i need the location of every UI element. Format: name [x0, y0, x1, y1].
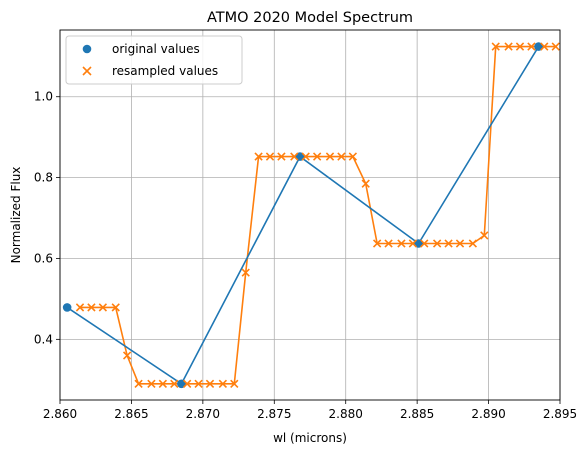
- legend-box: [65, 35, 243, 85]
- legend-marker-resampled: [82, 66, 92, 76]
- original-point: [177, 379, 186, 389]
- x-tick-label: 2.865: [114, 407, 148, 421]
- resampled-series-line: [80, 45, 556, 385]
- x-tick-label: 2.875: [257, 407, 291, 421]
- resampled-point: [361, 179, 370, 188]
- resampled-point: [408, 239, 418, 248]
- original-series-line: [66, 46, 540, 385]
- resampled-point: [312, 152, 322, 161]
- resampled-point: [290, 152, 299, 161]
- chart-title: ATMO 2020 Model Spectrum: [207, 10, 413, 26]
- resampled-point: [122, 351, 132, 360]
- grid: [59, 30, 561, 400]
- y-tick-label: 0.4: [34, 332, 53, 346]
- resampled-point: [480, 231, 489, 240]
- x-tick-label: 2.895: [543, 407, 577, 421]
- resampled-point: [491, 42, 500, 51]
- resampled-point: [515, 42, 525, 51]
- legend: original values resampled values: [65, 35, 243, 85]
- x-tick-label: 2.880: [329, 407, 363, 421]
- original-point: [414, 239, 423, 248]
- y-tick-label: 1.0: [34, 90, 53, 104]
- resampled-point: [397, 239, 406, 248]
- resampled-point: [241, 268, 250, 277]
- legend-marker-original: [82, 44, 92, 54]
- original-point: [62, 303, 72, 312]
- y-tick-label: 0.6: [34, 251, 53, 265]
- resampled-point: [170, 379, 179, 388]
- resampled-point: [147, 379, 156, 388]
- resampled-point: [111, 303, 120, 312]
- y-tick-label: 0.8: [34, 171, 53, 185]
- original-point: [295, 152, 305, 161]
- resampled-point: [527, 42, 536, 51]
- resampled-point: [372, 239, 382, 248]
- resampled-point: [325, 152, 335, 161]
- resampled-point: [468, 239, 478, 248]
- resampled-point: [444, 239, 453, 248]
- resampled-point: [504, 42, 513, 51]
- resampled-point: [265, 152, 275, 161]
- series-markers: [62, 42, 560, 389]
- series-lines: [66, 45, 556, 385]
- legend-label-original: original values: [112, 42, 200, 56]
- x-axis-label: wl (microns): [273, 431, 347, 445]
- resampled-point: [87, 303, 96, 312]
- resampled-point: [218, 379, 228, 388]
- resampled-point: [301, 152, 310, 161]
- x-tick-label: 2.870: [186, 407, 220, 421]
- resampled-point: [455, 239, 465, 248]
- resampled-point: [75, 303, 85, 312]
- resampled-point: [277, 152, 286, 161]
- plot-frame: [59, 29, 561, 401]
- resampled-point: [540, 42, 549, 51]
- legend-label-resampled: resampled values: [112, 64, 218, 78]
- resampled-point: [182, 379, 192, 388]
- x-tick-label: 2.860: [43, 407, 77, 421]
- y-axis-ticks: 0.4 0.6 0.8 1.0: [34, 90, 60, 346]
- resampled-point: [205, 379, 215, 388]
- y-axis-label: Normalized Flux: [9, 167, 23, 264]
- x-tick-label: 2.885: [400, 407, 434, 421]
- x-tick-label: 2.890: [471, 407, 505, 421]
- resampled-point: [98, 303, 108, 312]
- resampled-point: [348, 152, 358, 161]
- resampled-point: [158, 379, 168, 388]
- resampled-point: [337, 152, 346, 161]
- resampled-point: [134, 379, 143, 388]
- resampled-point: [420, 239, 429, 248]
- resampled-point: [551, 42, 560, 51]
- x-axis-ticks: 2.860 2.865 2.870 2.875 2.880 2.885 2.890 2.895: [43, 400, 577, 421]
- original-point: [534, 42, 543, 51]
- resampled-point: [194, 379, 203, 388]
- resampled-point: [230, 379, 239, 388]
- resampled-point: [384, 239, 393, 248]
- resampled-point: [254, 152, 263, 161]
- resampled-point: [432, 239, 442, 248]
